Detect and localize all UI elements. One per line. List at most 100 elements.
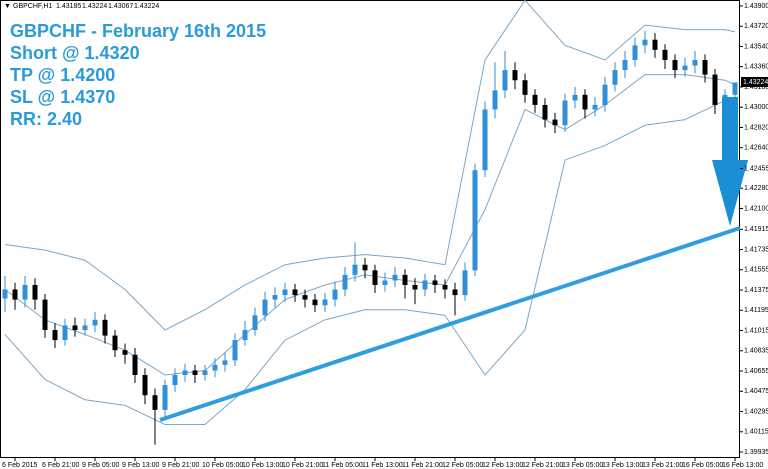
x-tick-label: 13 Feb 05:00: [562, 462, 603, 469]
candle-body: [302, 295, 308, 300]
candle-body: [132, 354, 138, 375]
y-tick-label: 1.42280: [744, 185, 768, 192]
annotation: SL @ 1.4370: [10, 87, 115, 107]
x-tick-label: 12 Feb 13:00: [482, 462, 523, 469]
candle-body: [612, 70, 618, 85]
candle-body: [552, 119, 558, 126]
x-tick-label: 12 Feb 21:00: [522, 462, 563, 469]
candle-body: [2, 289, 8, 299]
candle-body: [452, 289, 458, 296]
candle-body: [672, 59, 678, 71]
candle-body: [562, 100, 568, 126]
candle-body: [622, 59, 628, 71]
y-tick-label: 1.40835: [744, 348, 768, 355]
candle-body: [252, 315, 258, 330]
candle-body: [332, 289, 338, 300]
candle-body: [632, 45, 638, 60]
y-tick-label: 1.43360: [744, 64, 768, 71]
candle-body: [702, 59, 708, 75]
header-value: 1.43224: [82, 3, 107, 10]
arrow-shaft: [722, 97, 738, 160]
current-price-label: 1.43224: [743, 79, 768, 86]
x-tick-label: 9 Feb 05:00: [82, 462, 119, 469]
candle-body: [42, 299, 48, 330]
candle-body: [72, 325, 78, 330]
candle-body: [152, 395, 158, 410]
y-tick-label: 1.42640: [744, 145, 768, 152]
y-tick-label: 1.40115: [744, 429, 768, 436]
arrow-head: [712, 160, 748, 226]
candle-body: [382, 280, 388, 285]
candle-body: [222, 360, 228, 365]
candle-body: [192, 370, 198, 375]
candle-body: [652, 39, 658, 50]
band-lower: [4, 99, 736, 425]
x-tick-label: 10 Feb 13:00: [242, 462, 283, 469]
x-tick-label: 16 Feb 05:00: [682, 462, 723, 469]
x-tick-label: 13 Feb 21:00: [642, 462, 683, 469]
candle-body: [412, 284, 418, 290]
header-value: 1.43224: [134, 3, 159, 10]
y-tick-label: 1.43540: [744, 43, 768, 50]
candle-body: [502, 70, 508, 91]
annotation: Short @ 1.4320: [10, 43, 140, 63]
candle-body: [162, 385, 168, 410]
candle-body: [572, 94, 578, 101]
annotation: TP @ 1.4200: [10, 65, 115, 85]
candle-body: [592, 104, 598, 110]
y-tick-label: 1.40475: [744, 388, 768, 395]
candle-body: [602, 84, 608, 105]
candle-body: [202, 370, 208, 375]
candle-body: [242, 329, 248, 341]
header-arrow: ▼: [4, 3, 11, 10]
y-tick-label: 1.39935: [744, 449, 768, 456]
candle-body: [472, 170, 478, 271]
x-tick-label: 11 Feb 21:00: [402, 462, 443, 469]
y-tick-label: 1.41915: [744, 226, 768, 233]
candle-body: [142, 374, 148, 396]
candle-body: [362, 264, 368, 271]
y-tick-label: 1.42100: [744, 205, 768, 212]
candle-body: [712, 74, 718, 105]
candle-body: [102, 319, 108, 336]
y-tick-label: 1.40295: [744, 408, 768, 415]
candle-body: [322, 299, 328, 306]
candle-body: [22, 284, 28, 300]
candle-body: [12, 289, 18, 300]
candle-body: [182, 370, 188, 375]
candle-body: [482, 109, 488, 171]
y-tick-label: 1.43180: [744, 84, 768, 91]
candle-body: [172, 374, 178, 386]
x-tick-label: 10 Feb 05:00: [202, 462, 243, 469]
x-tick-label: 6 Feb 21:00: [42, 462, 79, 469]
x-tick-label: 11 Feb 05:00: [322, 462, 363, 469]
candle-body: [342, 274, 348, 290]
y-tick-label: 1.41375: [744, 287, 768, 294]
x-tick-label: 16 Feb 13:00: [722, 462, 763, 469]
candle-body: [82, 325, 88, 330]
candle-body: [92, 319, 98, 326]
candle-body: [272, 295, 278, 300]
candle-body: [642, 39, 648, 46]
candle-body: [52, 329, 58, 341]
x-tick-label: 13 Feb 13:00: [602, 462, 643, 469]
candle-body: [692, 59, 698, 66]
y-tick-label: 1.41555: [744, 267, 768, 274]
y-tick-label: 1.41195: [744, 307, 768, 314]
marks: [2, 0, 738, 445]
candle-body: [462, 270, 468, 296]
candle-body: [532, 94, 538, 105]
y-tick-label: 1.43720: [744, 23, 768, 30]
y-tick-label: 1.42820: [744, 124, 768, 131]
candle-body: [212, 364, 218, 371]
x-tick-label: 9 Feb 21:00: [162, 462, 199, 469]
x-tick-label: 12 Feb 05:00: [442, 462, 483, 469]
candle-body: [392, 274, 398, 281]
y-tick-label: 1.40655: [744, 368, 768, 375]
candle-body: [232, 340, 238, 361]
x-tick-label: 10 Feb 21:00: [282, 462, 323, 469]
x-tick-label: 11 Feb 13:00: [362, 462, 403, 469]
